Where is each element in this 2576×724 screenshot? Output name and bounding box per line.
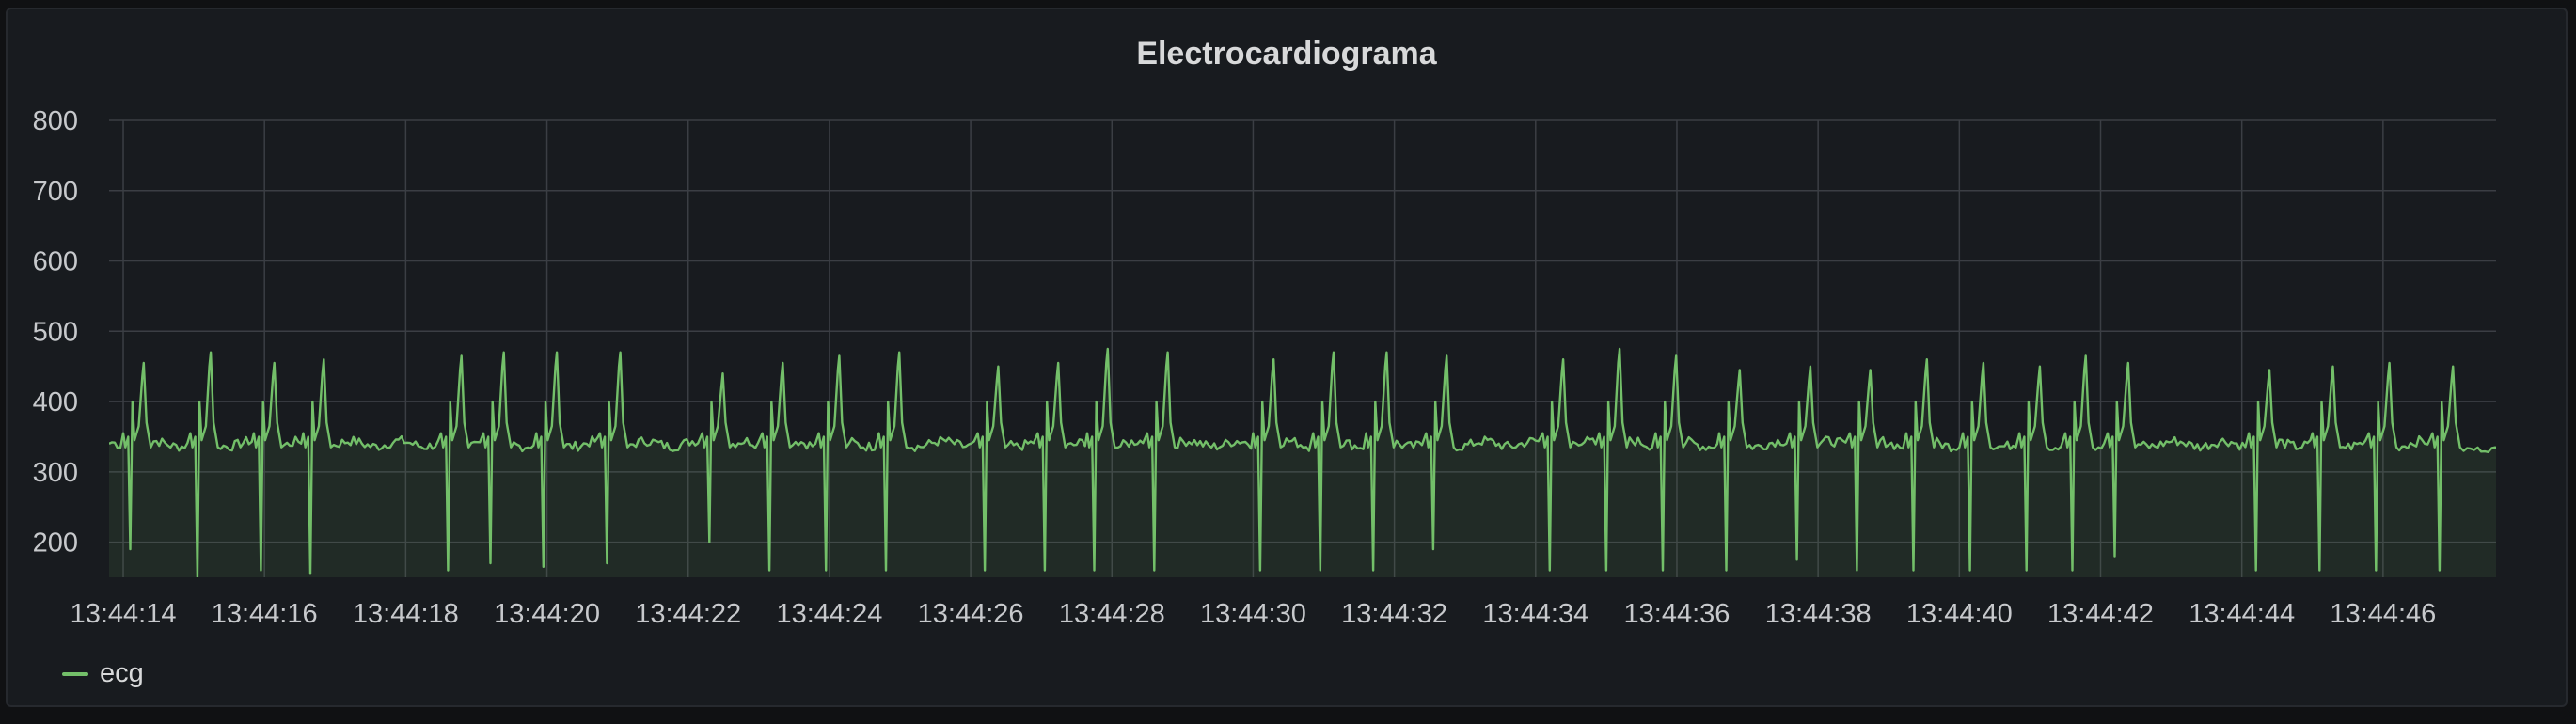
x-tick-label: 13:44:14 — [71, 599, 177, 629]
y-tick-label: 700 — [33, 177, 78, 207]
series-ecg-area — [109, 349, 2496, 577]
legend-label-ecg[interactable]: ecg — [100, 658, 144, 688]
x-tick-label: 13:44:22 — [635, 599, 741, 629]
x-tick-label: 13:44:26 — [918, 599, 1024, 629]
x-tick-label: 13:44:30 — [1200, 599, 1306, 629]
x-tick-label: 13:44:28 — [1059, 599, 1165, 629]
series-ecg-line — [109, 347, 2496, 577]
x-tick-label: 13:44:20 — [494, 599, 600, 629]
x-tick-label: 13:44:40 — [1906, 599, 2013, 629]
x-tick-label: 13:44:46 — [2330, 599, 2436, 629]
y-tick-label: 500 — [33, 317, 78, 347]
x-tick-label: 13:44:38 — [1765, 599, 1872, 629]
x-tick-label: 13:44:44 — [2189, 599, 2295, 629]
series-ecg — [109, 347, 2496, 577]
y-tick-label: 300 — [33, 458, 78, 488]
x-tick-label: 13:44:18 — [353, 599, 459, 629]
x-axis: 13:44:14 13:44:16 13:44:18 13:44:20 13:44:22… — [71, 599, 2437, 629]
y-tick-label: 400 — [33, 387, 78, 417]
y-tick-label: 800 — [33, 106, 78, 136]
x-tick-label: 13:44:24 — [776, 599, 882, 629]
x-tick-label: 13:44:34 — [1482, 599, 1588, 629]
y-tick-label: 200 — [33, 528, 78, 559]
x-tick-label: 13:44:32 — [1341, 599, 1447, 629]
legend[interactable]: ecg — [62, 658, 144, 689]
x-tick-label: 13:44:42 — [2047, 599, 2154, 629]
panel-title: Electrocardiograma — [1136, 36, 1437, 71]
x-tick-label: 13:44:16 — [212, 599, 318, 629]
x-tick-label: 13:44:36 — [1624, 599, 1731, 629]
y-tick-label: 600 — [33, 247, 78, 277]
legend-swatch-ecg — [62, 671, 88, 676]
chart-panel: Electrocardiograma 200 300 400 500 600 700 800… — [6, 8, 2568, 707]
y-axis: 200 300 400 500 600 700 800 — [33, 106, 78, 559]
